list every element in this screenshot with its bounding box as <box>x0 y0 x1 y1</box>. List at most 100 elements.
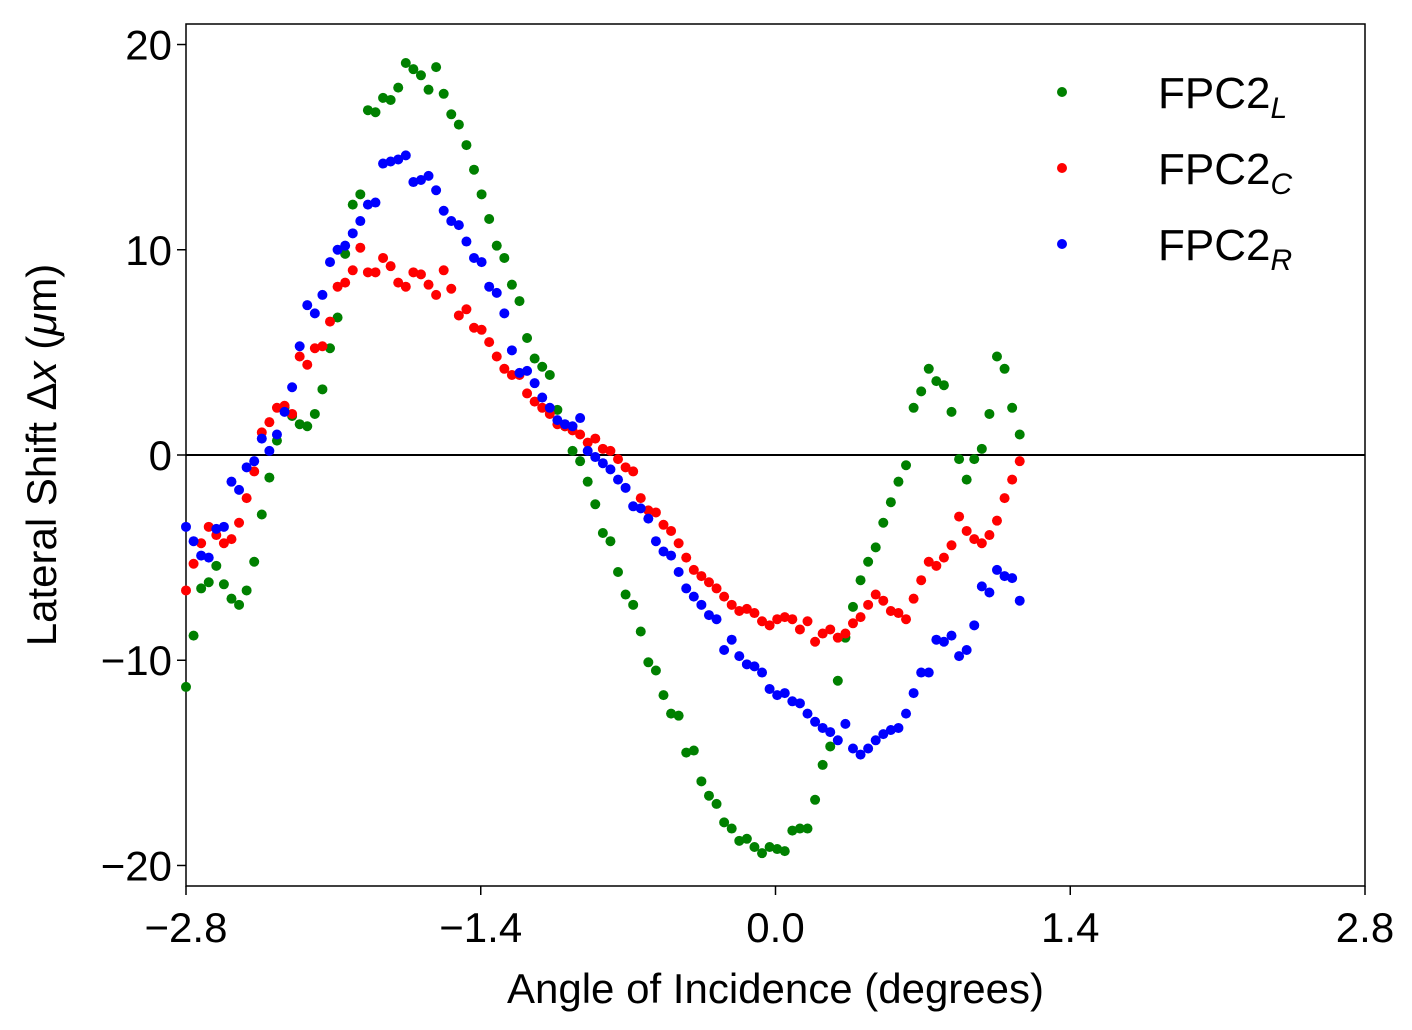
data-point <box>840 628 851 639</box>
legend-marker <box>1057 239 1067 249</box>
data-point <box>294 419 305 430</box>
data-point <box>506 369 517 380</box>
data-point <box>476 324 487 335</box>
legend-item-R: FPC2R <box>1057 221 1292 277</box>
data-point <box>1014 595 1025 606</box>
data-point <box>347 199 358 210</box>
data-point <box>734 651 745 662</box>
data-point <box>499 363 510 374</box>
data-point <box>650 665 661 676</box>
data-point <box>575 413 586 424</box>
data-point <box>726 634 737 645</box>
x-tick-label: 0.0 <box>746 904 804 951</box>
data-point <box>226 476 237 487</box>
data-point <box>923 363 934 374</box>
data-point <box>393 82 404 93</box>
data-point <box>491 287 502 298</box>
x-tick-label: 1.4 <box>1041 904 1099 951</box>
data-point <box>469 164 480 175</box>
data-point <box>355 242 366 253</box>
x-tick-label: 2.8 <box>1336 904 1394 951</box>
data-point <box>635 626 646 637</box>
data-point <box>423 84 434 95</box>
data-point <box>787 614 798 625</box>
data-point <box>643 657 654 668</box>
data-point <box>393 154 404 165</box>
data-point <box>211 523 222 534</box>
data-point <box>438 88 449 99</box>
data-point <box>878 517 889 528</box>
data-point <box>628 599 639 610</box>
data-point <box>984 530 995 541</box>
data-point <box>741 833 752 844</box>
data-point <box>931 560 942 571</box>
data-point <box>825 727 836 738</box>
data-point <box>666 550 677 561</box>
legend-item-C: FPC2C <box>1057 145 1292 201</box>
data-point <box>870 542 881 553</box>
y-axis-label-mid: ( <box>18 336 65 362</box>
data-point <box>832 675 843 686</box>
data-point <box>703 577 714 588</box>
data-point <box>491 351 502 362</box>
data-point <box>628 501 639 512</box>
y-axis-label-mu: μ <box>18 313 65 337</box>
data-point <box>385 156 396 167</box>
y-axis: 20 10 0 −10 −20 <box>101 22 186 889</box>
data-point <box>469 252 480 263</box>
data-point <box>582 476 593 487</box>
data-point <box>378 252 389 263</box>
data-point <box>226 593 237 604</box>
data-point <box>840 718 851 729</box>
data-point <box>885 497 896 508</box>
data-point <box>476 189 487 200</box>
data-point <box>605 464 616 475</box>
data-point <box>188 536 199 547</box>
data-point <box>635 493 646 504</box>
data-point <box>741 603 752 614</box>
data-point <box>249 466 260 477</box>
data-point <box>271 402 282 413</box>
data-point <box>431 289 442 300</box>
legend: FPC2L FPC2C FPC2R <box>1057 69 1292 277</box>
data-point <box>916 575 927 586</box>
data-point <box>590 452 601 463</box>
data-point <box>203 552 214 563</box>
data-point <box>537 402 548 413</box>
data-point <box>779 846 790 857</box>
data-point <box>226 534 237 545</box>
data-point <box>325 316 336 327</box>
data-point <box>711 798 722 809</box>
data-point <box>309 408 320 419</box>
y-axis-label-suffix: m) <box>18 264 65 313</box>
data-point <box>772 844 783 855</box>
data-point <box>522 333 533 344</box>
data-point <box>340 248 351 259</box>
data-point <box>317 289 328 300</box>
data-point <box>484 337 495 348</box>
data-point <box>241 585 252 596</box>
data-point <box>514 367 525 378</box>
data-point <box>400 281 411 292</box>
data-point <box>514 296 525 307</box>
data-point <box>264 472 275 483</box>
data-point <box>749 842 760 853</box>
data-point <box>901 708 912 719</box>
data-point <box>355 189 366 200</box>
data-point <box>802 708 813 719</box>
data-point <box>181 521 191 532</box>
data-point <box>196 550 207 561</box>
data-point <box>590 499 601 510</box>
data-point <box>613 474 624 485</box>
data-point <box>370 107 381 118</box>
data-point <box>696 776 707 787</box>
data-point <box>620 462 631 473</box>
data-point <box>256 433 267 444</box>
data-point <box>362 105 373 116</box>
y-tick-label: −10 <box>101 637 172 684</box>
data-point <box>961 644 972 655</box>
series-L <box>181 57 1025 859</box>
data-point <box>946 630 957 641</box>
data-point <box>241 462 252 473</box>
